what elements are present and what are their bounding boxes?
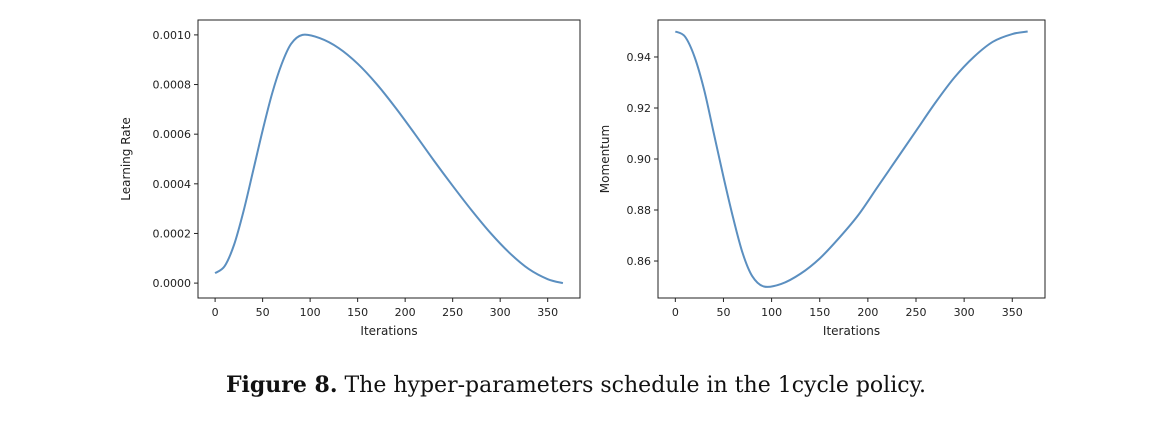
x-tick-label: 0 [672, 306, 679, 319]
y-tick-label: 0.0000 [153, 277, 192, 290]
y-tick-label: 0.0008 [153, 79, 192, 92]
x-tick-label: 350 [1002, 306, 1023, 319]
y-tick-label: 0.94 [627, 51, 652, 64]
x-tick-label: 300 [954, 306, 975, 319]
series-line [214, 33, 564, 285]
x-tick-label: 100 [300, 306, 321, 319]
x-tick-label: 300 [490, 306, 511, 319]
plot-frame [657, 19, 1046, 299]
x-tick-label: 250 [442, 306, 463, 319]
x-tick-label: 150 [809, 306, 830, 319]
series-line [674, 30, 1028, 288]
plot-frame [197, 19, 581, 299]
x-axis-label: Iterations [360, 324, 417, 338]
momentum-chart: 0 50 100 150 200 250 300 350 0.86 0.88 0.90 0.92 0.9… [598, 19, 1046, 338]
y-tick-label: 0.0004 [153, 178, 192, 191]
x-tick-label: 200 [857, 306, 878, 319]
x-tick-label: 50 [256, 306, 270, 319]
y-tick-label: 0.0006 [153, 128, 192, 141]
x-tick-label: 200 [395, 306, 416, 319]
x-tick-label: 350 [537, 306, 558, 319]
x-tick-label: 250 [906, 306, 927, 319]
x-tick-label: 100 [761, 306, 782, 319]
learning-rate-chart: 0 50 100 150 200 250 300 350 0.0000 0.0002 0.0004 0… [119, 19, 581, 338]
caption-text: The hyper-parameters schedule in the 1cy… [337, 373, 927, 398]
y-tick-label: 0.88 [627, 204, 652, 217]
x-axis-label: Iterations [823, 324, 880, 338]
y-tick-label: 0.86 [627, 255, 652, 268]
x-tick-label: 50 [716, 306, 730, 319]
x-tick-label: 150 [347, 306, 368, 319]
y-tick-label: 0.92 [627, 102, 652, 115]
y-tick-label: 0.90 [627, 153, 652, 166]
y-axis-label: Learning Rate [119, 117, 133, 200]
figure-caption: Figure 8. The hyper-parameters schedule … [0, 372, 1152, 398]
caption-label: Figure 8. [225, 372, 338, 398]
y-tick-label: 0.0002 [153, 227, 192, 240]
y-tick-label: 0.0010 [153, 29, 192, 42]
x-tick-label: 0 [212, 306, 219, 319]
y-axis-label: Momentum [598, 125, 612, 193]
